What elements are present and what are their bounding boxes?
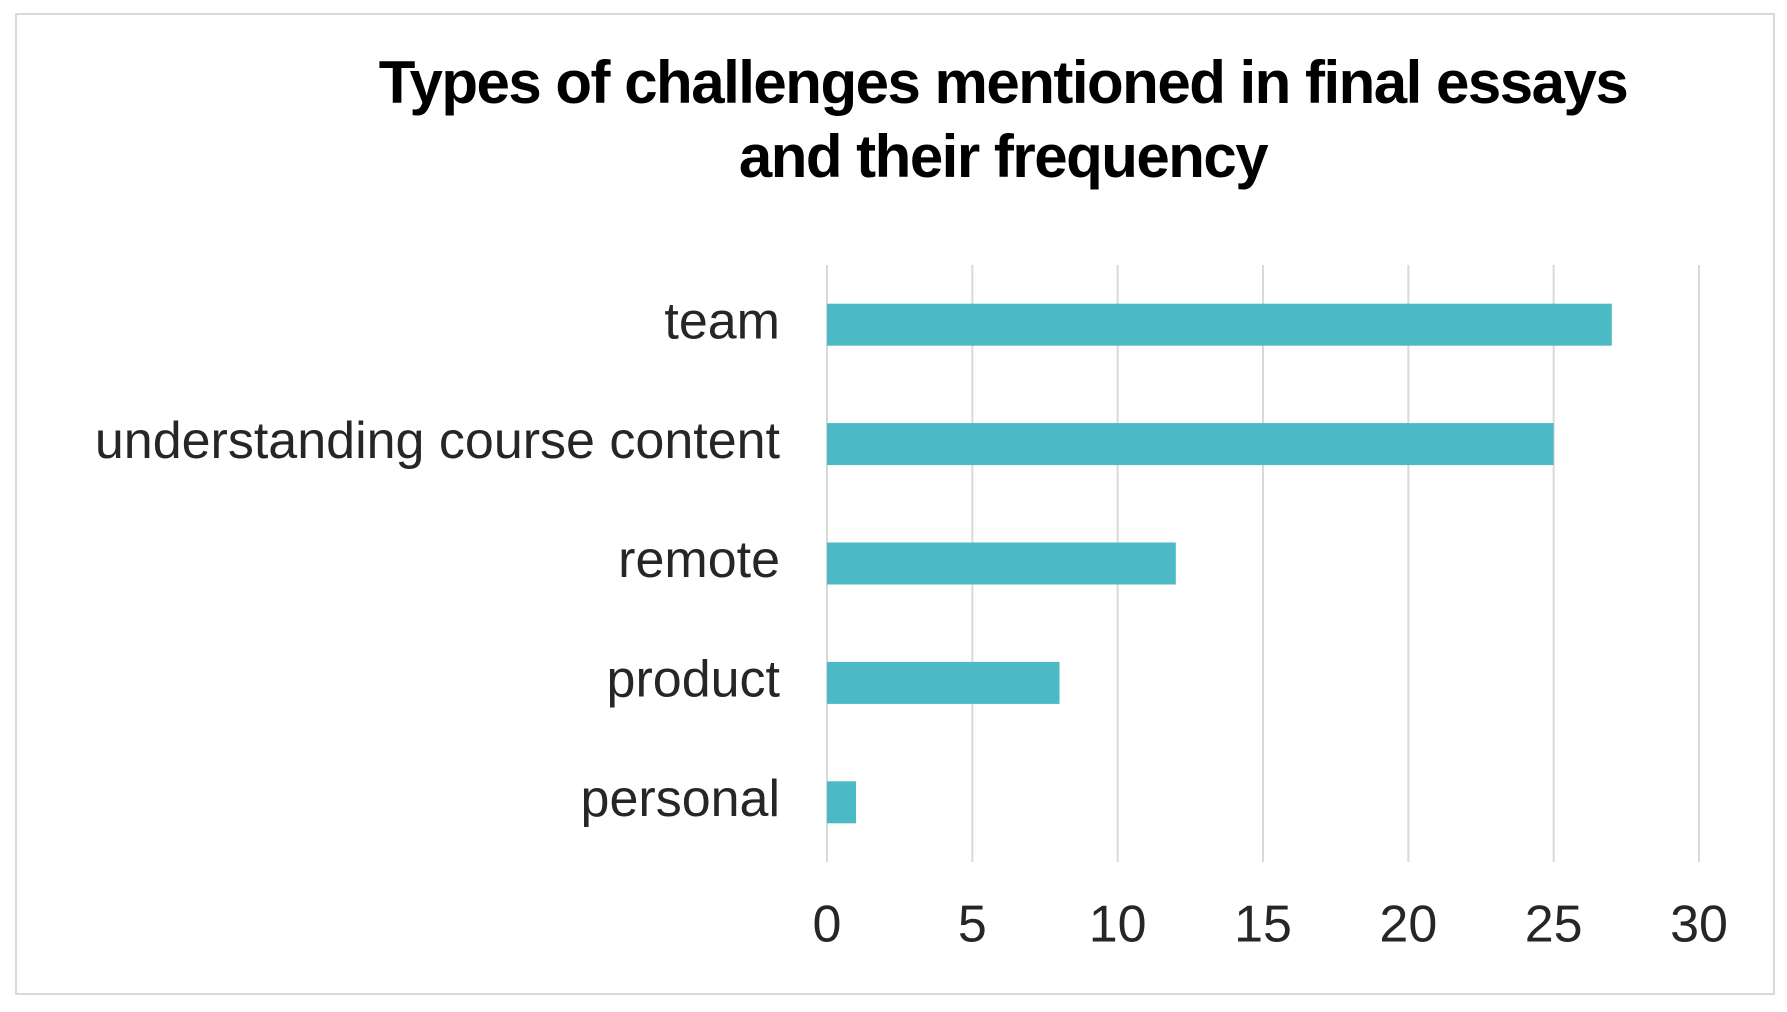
- y-tick-label: personal: [581, 770, 780, 828]
- bar: [827, 661, 1060, 704]
- x-tick-label: 5: [958, 896, 987, 954]
- x-tick-label: 25: [1525, 896, 1583, 954]
- x-tick-label: 20: [1379, 896, 1437, 954]
- bar: [827, 542, 1176, 585]
- y-tick-label: remote: [618, 531, 780, 589]
- chart-border: [15, 13, 1775, 995]
- bar: [827, 781, 857, 824]
- chart-title: Types of challenges mentioned in final e…: [378, 49, 1629, 190]
- y-tick-label: team: [664, 292, 780, 350]
- x-tick-label: 0: [813, 896, 842, 954]
- bar: [827, 423, 1554, 466]
- x-tick-label: 30: [1670, 896, 1728, 954]
- bar: [827, 303, 1612, 346]
- x-tick-label: 15: [1234, 896, 1292, 954]
- y-tick-label: understanding course content: [95, 412, 781, 470]
- x-tick-label: 10: [1089, 896, 1147, 954]
- y-tick-label: product: [607, 651, 781, 709]
